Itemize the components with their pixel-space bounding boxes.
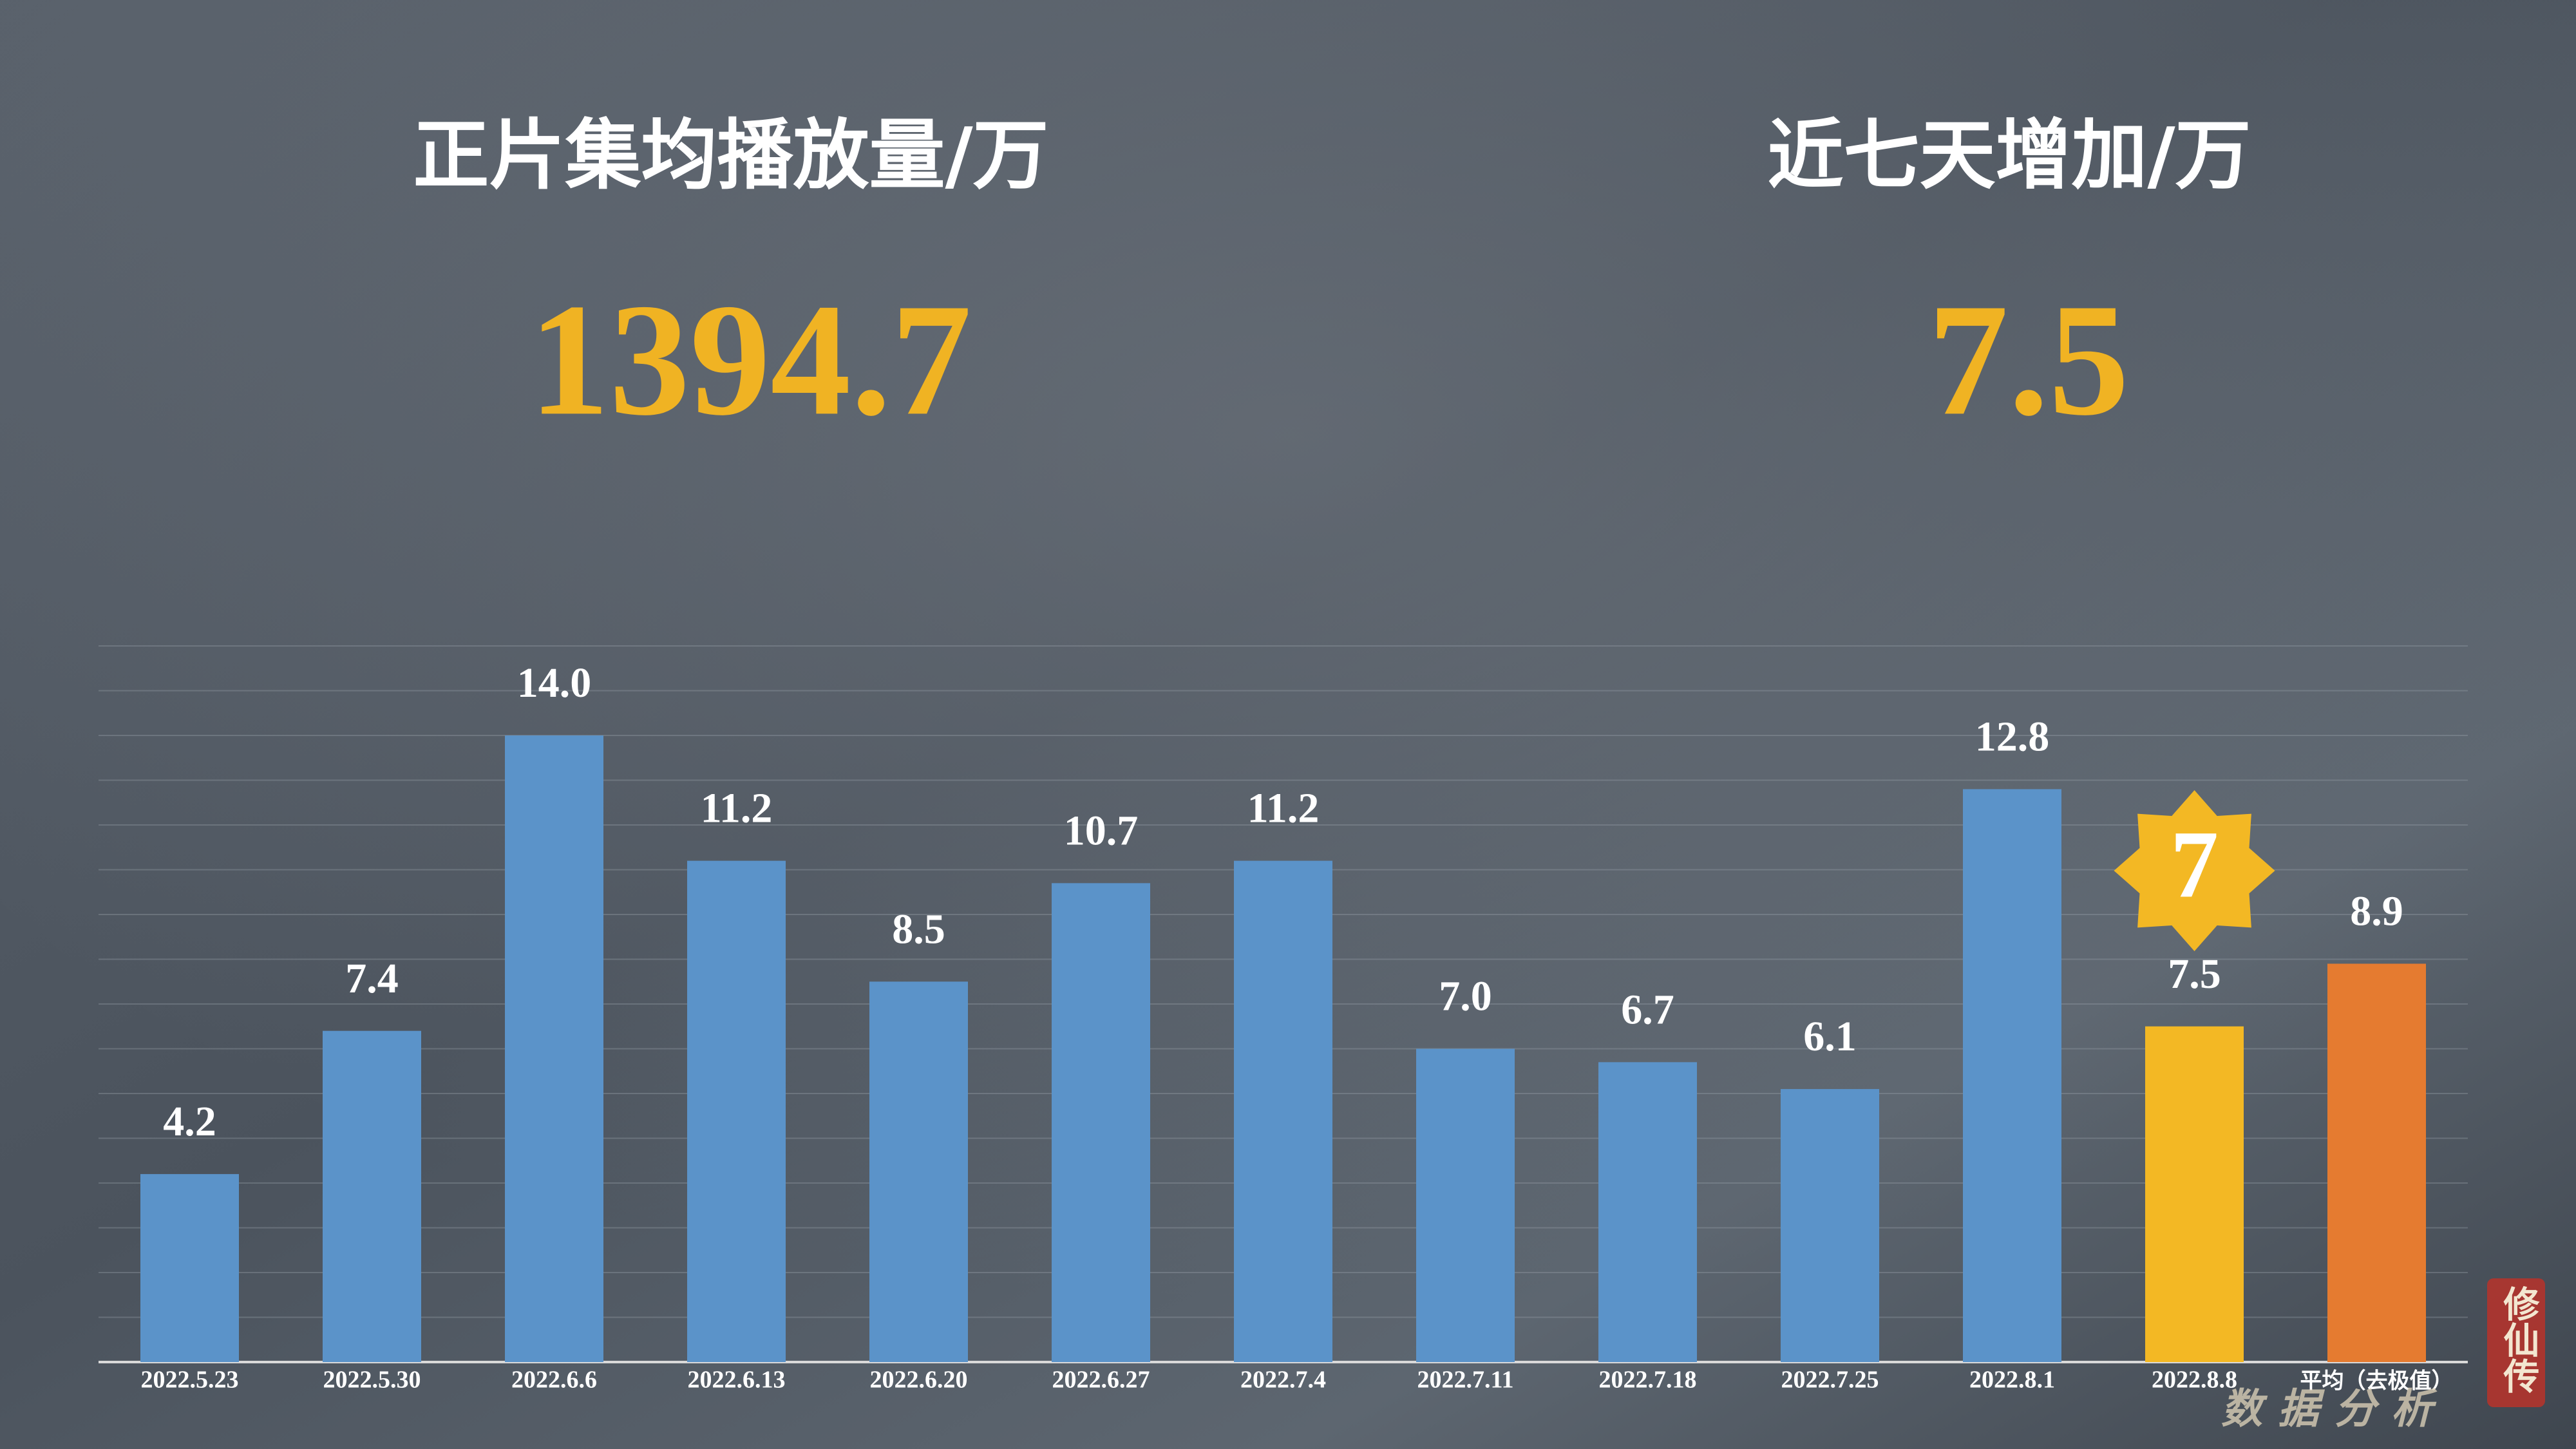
value-label: 8.5 (892, 905, 945, 952)
bar (505, 735, 603, 1362)
value-label: 7.0 (1439, 973, 1492, 1020)
value-label: 7.5 (2168, 951, 2221, 998)
bars: 4.2 2022.5.23 7.4 2022.5.30 14.0 2022.6.6 11.2… (140, 659, 2454, 1394)
stat-label: 正片集均播放量/万 (413, 111, 1048, 200)
bar (140, 1174, 239, 1362)
seal (2487, 1278, 2545, 1407)
value-label: 11.2 (1247, 785, 1320, 832)
x-tick-label: 2022.6.13 (688, 1367, 786, 1394)
x-tick-label: 2022.8.1 (1969, 1367, 2055, 1394)
stat-label: 近七天增加/万 (1767, 111, 2251, 200)
watermark: 数据分析 (2221, 1386, 2448, 1434)
bar (1234, 860, 1332, 1362)
x-tick-label: 2022.6.20 (870, 1367, 968, 1394)
stat-value: 7.5 (1928, 270, 2130, 449)
bar (1416, 1048, 1515, 1362)
value-label: 14.0 (517, 659, 592, 706)
value-label: 7.4 (345, 955, 399, 1002)
x-tick-label: 2022.6.27 (1052, 1367, 1150, 1394)
bar (1781, 1089, 1879, 1362)
header: 正片集均播放量/万 1394.7 近七天增加/万 7.5 (413, 111, 2251, 449)
x-tick-label: 2022.7.18 (1599, 1367, 1697, 1394)
x-tick-label: 2022.6.6 (511, 1367, 597, 1394)
bar (1598, 1062, 1697, 1362)
value-label: 4.2 (163, 1098, 216, 1145)
x-tick-label: 2022.7.4 (1240, 1367, 1326, 1394)
x-tick-label: 2022.7.11 (1417, 1367, 1514, 1394)
value-label: 8.9 (2350, 888, 2403, 935)
bar (869, 981, 968, 1362)
bar (2145, 1026, 2244, 1362)
value-label: 12.8 (1975, 714, 2050, 761)
bar (2327, 963, 2426, 1362)
x-tick-label: 2022.8.8 (2152, 1367, 2237, 1394)
bar (687, 860, 786, 1362)
decorations: 7 数据分析 修仙传 (2114, 790, 2540, 1434)
value-label: 11.2 (701, 785, 773, 832)
bar (1963, 789, 2061, 1362)
x-tick-label: 2022.5.30 (323, 1367, 421, 1394)
x-tick-label: 2022.5.23 (141, 1367, 239, 1394)
value-label: 10.7 (1064, 807, 1139, 854)
x-tick-label: 平均（去极值） (2300, 1368, 2454, 1394)
stat-value: 1394.7 (529, 270, 972, 449)
badge-star (2114, 790, 2275, 951)
value-label: 6.7 (1621, 986, 1674, 1033)
seal-text: 修仙传 (2497, 1285, 2540, 1394)
bar (323, 1030, 421, 1362)
x-tick-label: 2022.7.25 (1781, 1367, 1879, 1394)
bar (1052, 883, 1150, 1362)
value-label: 6.1 (1803, 1013, 1857, 1060)
badge-text: 7 (2170, 811, 2219, 918)
